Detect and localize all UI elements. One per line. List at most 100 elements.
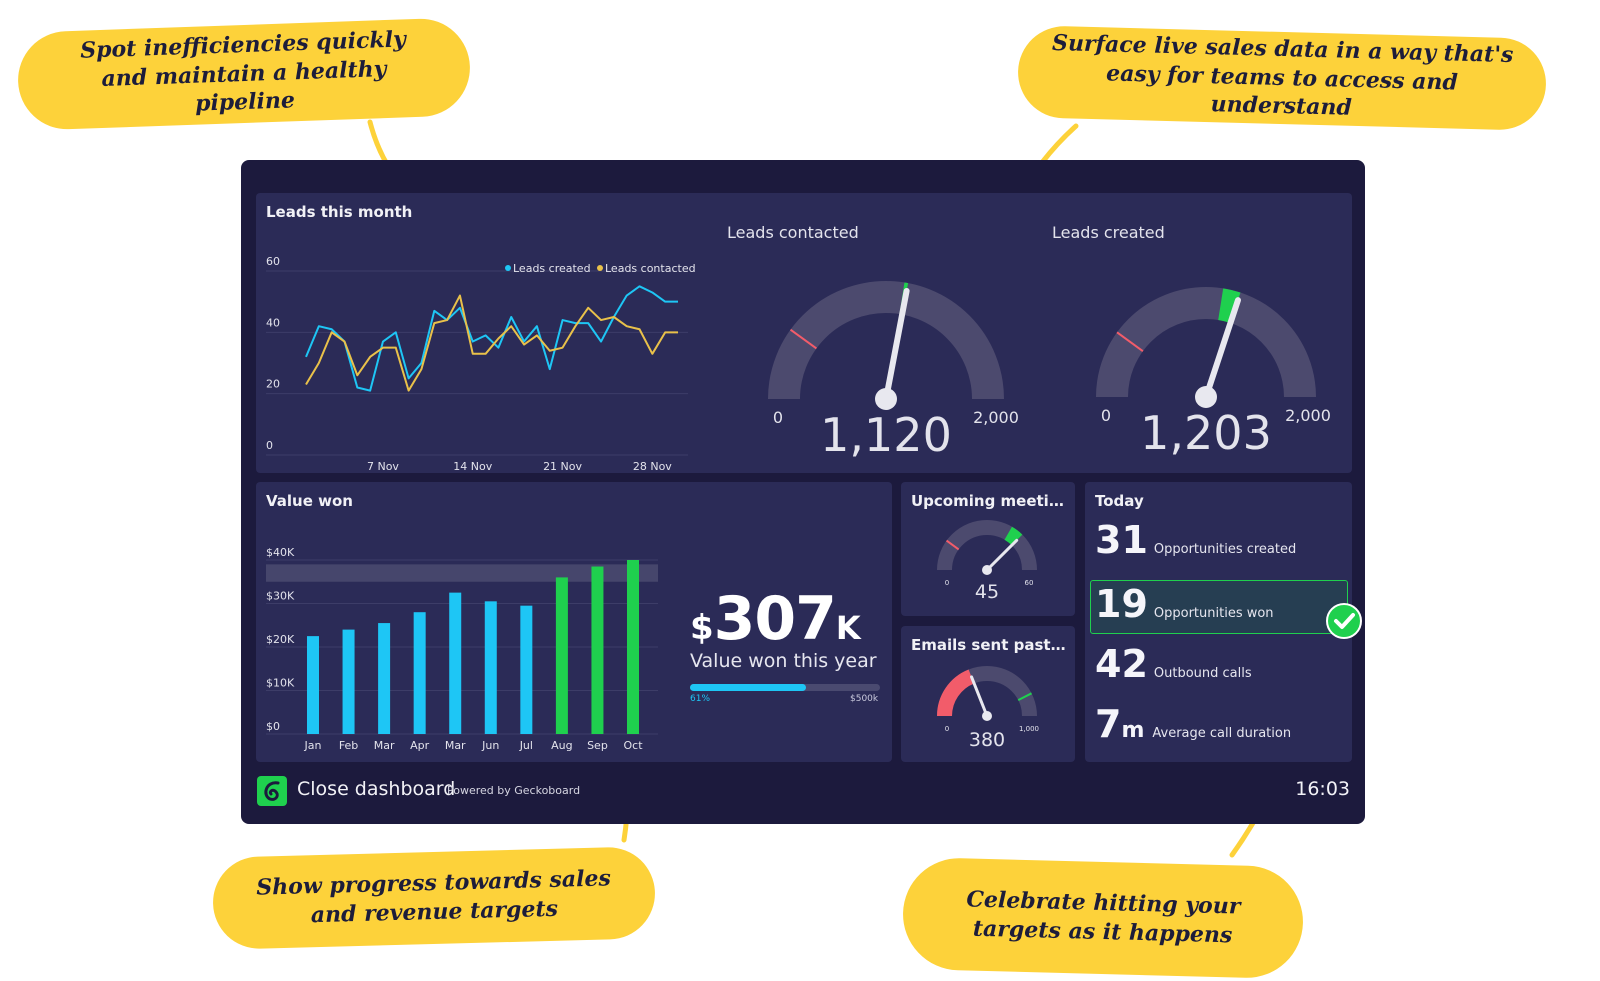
leads-panel: Leads this month 0 20 40 60 7 Nov 14 Nov 21 No…: [256, 193, 1352, 473]
dashboard: Leads this month 0 20 40 60 7 Nov 14 Nov 21 No…: [241, 160, 1365, 824]
today-stat-won: 19 Opportunities won: [1095, 582, 1274, 626]
stat-value: 19: [1095, 582, 1148, 626]
x-tick-label: 28 Nov: [633, 460, 672, 473]
x-tick-label: 7 Nov: [367, 460, 399, 473]
target-band: [266, 564, 658, 582]
gauge-needle: [985, 538, 1019, 572]
gauge-title: Leads contacted: [727, 223, 859, 242]
series-line-leads-contacted: [305, 294, 678, 392]
legend-label: Leads created: [513, 262, 591, 275]
y-tick-label: 20: [266, 378, 280, 391]
gauge-min-label: 0: [1101, 406, 1111, 425]
value-won-amount: 307: [713, 584, 837, 654]
today-stat-created: 31 Opportunities created: [1095, 518, 1296, 562]
y-tick-label: $30K: [266, 590, 295, 603]
x-tick-label: Aug: [551, 739, 572, 752]
bar-sep: [591, 566, 604, 734]
value-won-progress-max: $500k: [850, 694, 879, 704]
gauge-max-label: 60: [1025, 579, 1034, 587]
geckoboard-logo-icon: [257, 776, 287, 806]
gauge-hub: [1195, 386, 1217, 408]
gauge-fill: [937, 669, 975, 717]
gauge-warning-mark: [945, 539, 960, 551]
gauge-title: Leads created: [1052, 223, 1165, 242]
bar-jul: [520, 605, 533, 734]
gauge-track: [1096, 287, 1316, 398]
bar-apr: [413, 612, 426, 734]
bar-aug: [555, 577, 568, 734]
gauge-needle: [1203, 297, 1241, 400]
meetings-title: Upcoming meetin...: [911, 492, 1069, 510]
x-tick-label: Jun: [481, 739, 499, 752]
callout-celebrate: Celebrate hitting your targets as it hap…: [901, 856, 1305, 980]
stat-value: 31: [1095, 518, 1148, 562]
value-won-panel: Value won $0 $10K $20K $30K $40K Jan Feb Mar Apr…: [256, 482, 892, 762]
gauge-emails: 0 1,000 380: [937, 666, 1039, 751]
x-tick-label: Mar: [374, 739, 395, 752]
gauge-hub: [982, 565, 992, 575]
legend-swatch: [505, 265, 511, 271]
gauge-min-label: 0: [773, 408, 783, 427]
x-tick-label: Jul: [519, 739, 533, 752]
x-tick-label: Feb: [339, 739, 358, 752]
meetings-panel: Upcoming meetin... 0 60 45: [901, 482, 1075, 616]
footer-powered: Powered by Geckoboard: [447, 784, 581, 797]
today-title: Today: [1095, 492, 1144, 510]
gauge-min-label: 0: [945, 579, 949, 587]
gauge-track: [937, 520, 1037, 571]
gauge-target-mark: [1017, 692, 1033, 702]
gauge-max-label: 2,000: [1285, 406, 1331, 425]
x-tick-label: 14 Nov: [453, 460, 492, 473]
x-tick-label: Mar: [445, 739, 466, 752]
today-stat-calls: 42 Outbound calls: [1095, 642, 1252, 686]
gauge-hub: [875, 388, 897, 410]
gauge-needle: [883, 287, 910, 402]
bar-jun: [484, 601, 497, 734]
gauge-max-label: 1,000: [1019, 725, 1039, 733]
series-line-leads-created: [305, 285, 678, 392]
gauge-min-label: 0: [945, 725, 949, 733]
footer-time: 16:03: [1295, 778, 1350, 800]
callout-live-data: Surface live sales data in a way that's …: [1016, 25, 1548, 131]
bar-oct: [627, 560, 639, 734]
emails-title: Emails sent past 7d: [911, 636, 1069, 654]
y-tick-label: $10K: [266, 677, 295, 690]
gauge-leads-contacted: 0 2,000 1,120 Leads contacted: [727, 223, 1019, 462]
value-won-progress-track: [690, 684, 880, 691]
value-won-title: Value won: [266, 492, 353, 510]
value-won-bar-chart: $0 $10K $20K $30K $40K Jan Feb Mar Apr Mar Jun Jul A…: [266, 546, 658, 752]
x-tick-label: Sep: [587, 739, 608, 752]
y-tick-label: 0: [266, 439, 273, 452]
x-tick-label: Oct: [623, 739, 643, 752]
gauge-value: 1,203: [1140, 406, 1272, 460]
value-won-subtitle: Value won this year: [690, 650, 877, 672]
y-tick-label: 40: [266, 316, 280, 329]
stat-value: 7: [1095, 702, 1122, 746]
today-won-highlight: [1090, 580, 1348, 634]
gauge-needle: [970, 675, 989, 718]
gauge-value: 380: [969, 729, 1005, 751]
value-won-progress-fill: [690, 684, 806, 691]
bar-mar: [378, 623, 391, 734]
value-won-suffix: K: [835, 609, 861, 647]
gauge-fill: [1004, 526, 1023, 546]
bar-jan: [307, 636, 319, 734]
stat-label: Average call duration: [1152, 726, 1292, 741]
gauge-leads-created: 0 2,000 1,203 Leads created: [1052, 223, 1331, 460]
legend-swatch: [597, 265, 603, 271]
check-icon: [1326, 603, 1362, 639]
footer-title: Close dashboard: [297, 778, 456, 800]
today-stat-duration: 7 m Average call duration: [1095, 702, 1291, 746]
gauge-track: [768, 281, 1004, 400]
gauge-meetings: 0 60 45: [937, 520, 1037, 603]
stat-unit: m: [1121, 718, 1145, 743]
gauge-max-label: 2,000: [973, 408, 1019, 427]
gauge-value: 45: [975, 581, 999, 603]
leads-panel-title: Leads this month: [266, 203, 413, 221]
stat-label: Opportunities created: [1153, 542, 1297, 557]
today-panel: Today 31 Opportunities created 19 Opport…: [1085, 482, 1362, 762]
y-tick-label: $20K: [266, 633, 295, 646]
gauge-warning-mark: [1116, 331, 1144, 352]
stat-label: Outbound calls: [1153, 666, 1252, 681]
value-won-total: $ 307 K: [690, 584, 861, 654]
